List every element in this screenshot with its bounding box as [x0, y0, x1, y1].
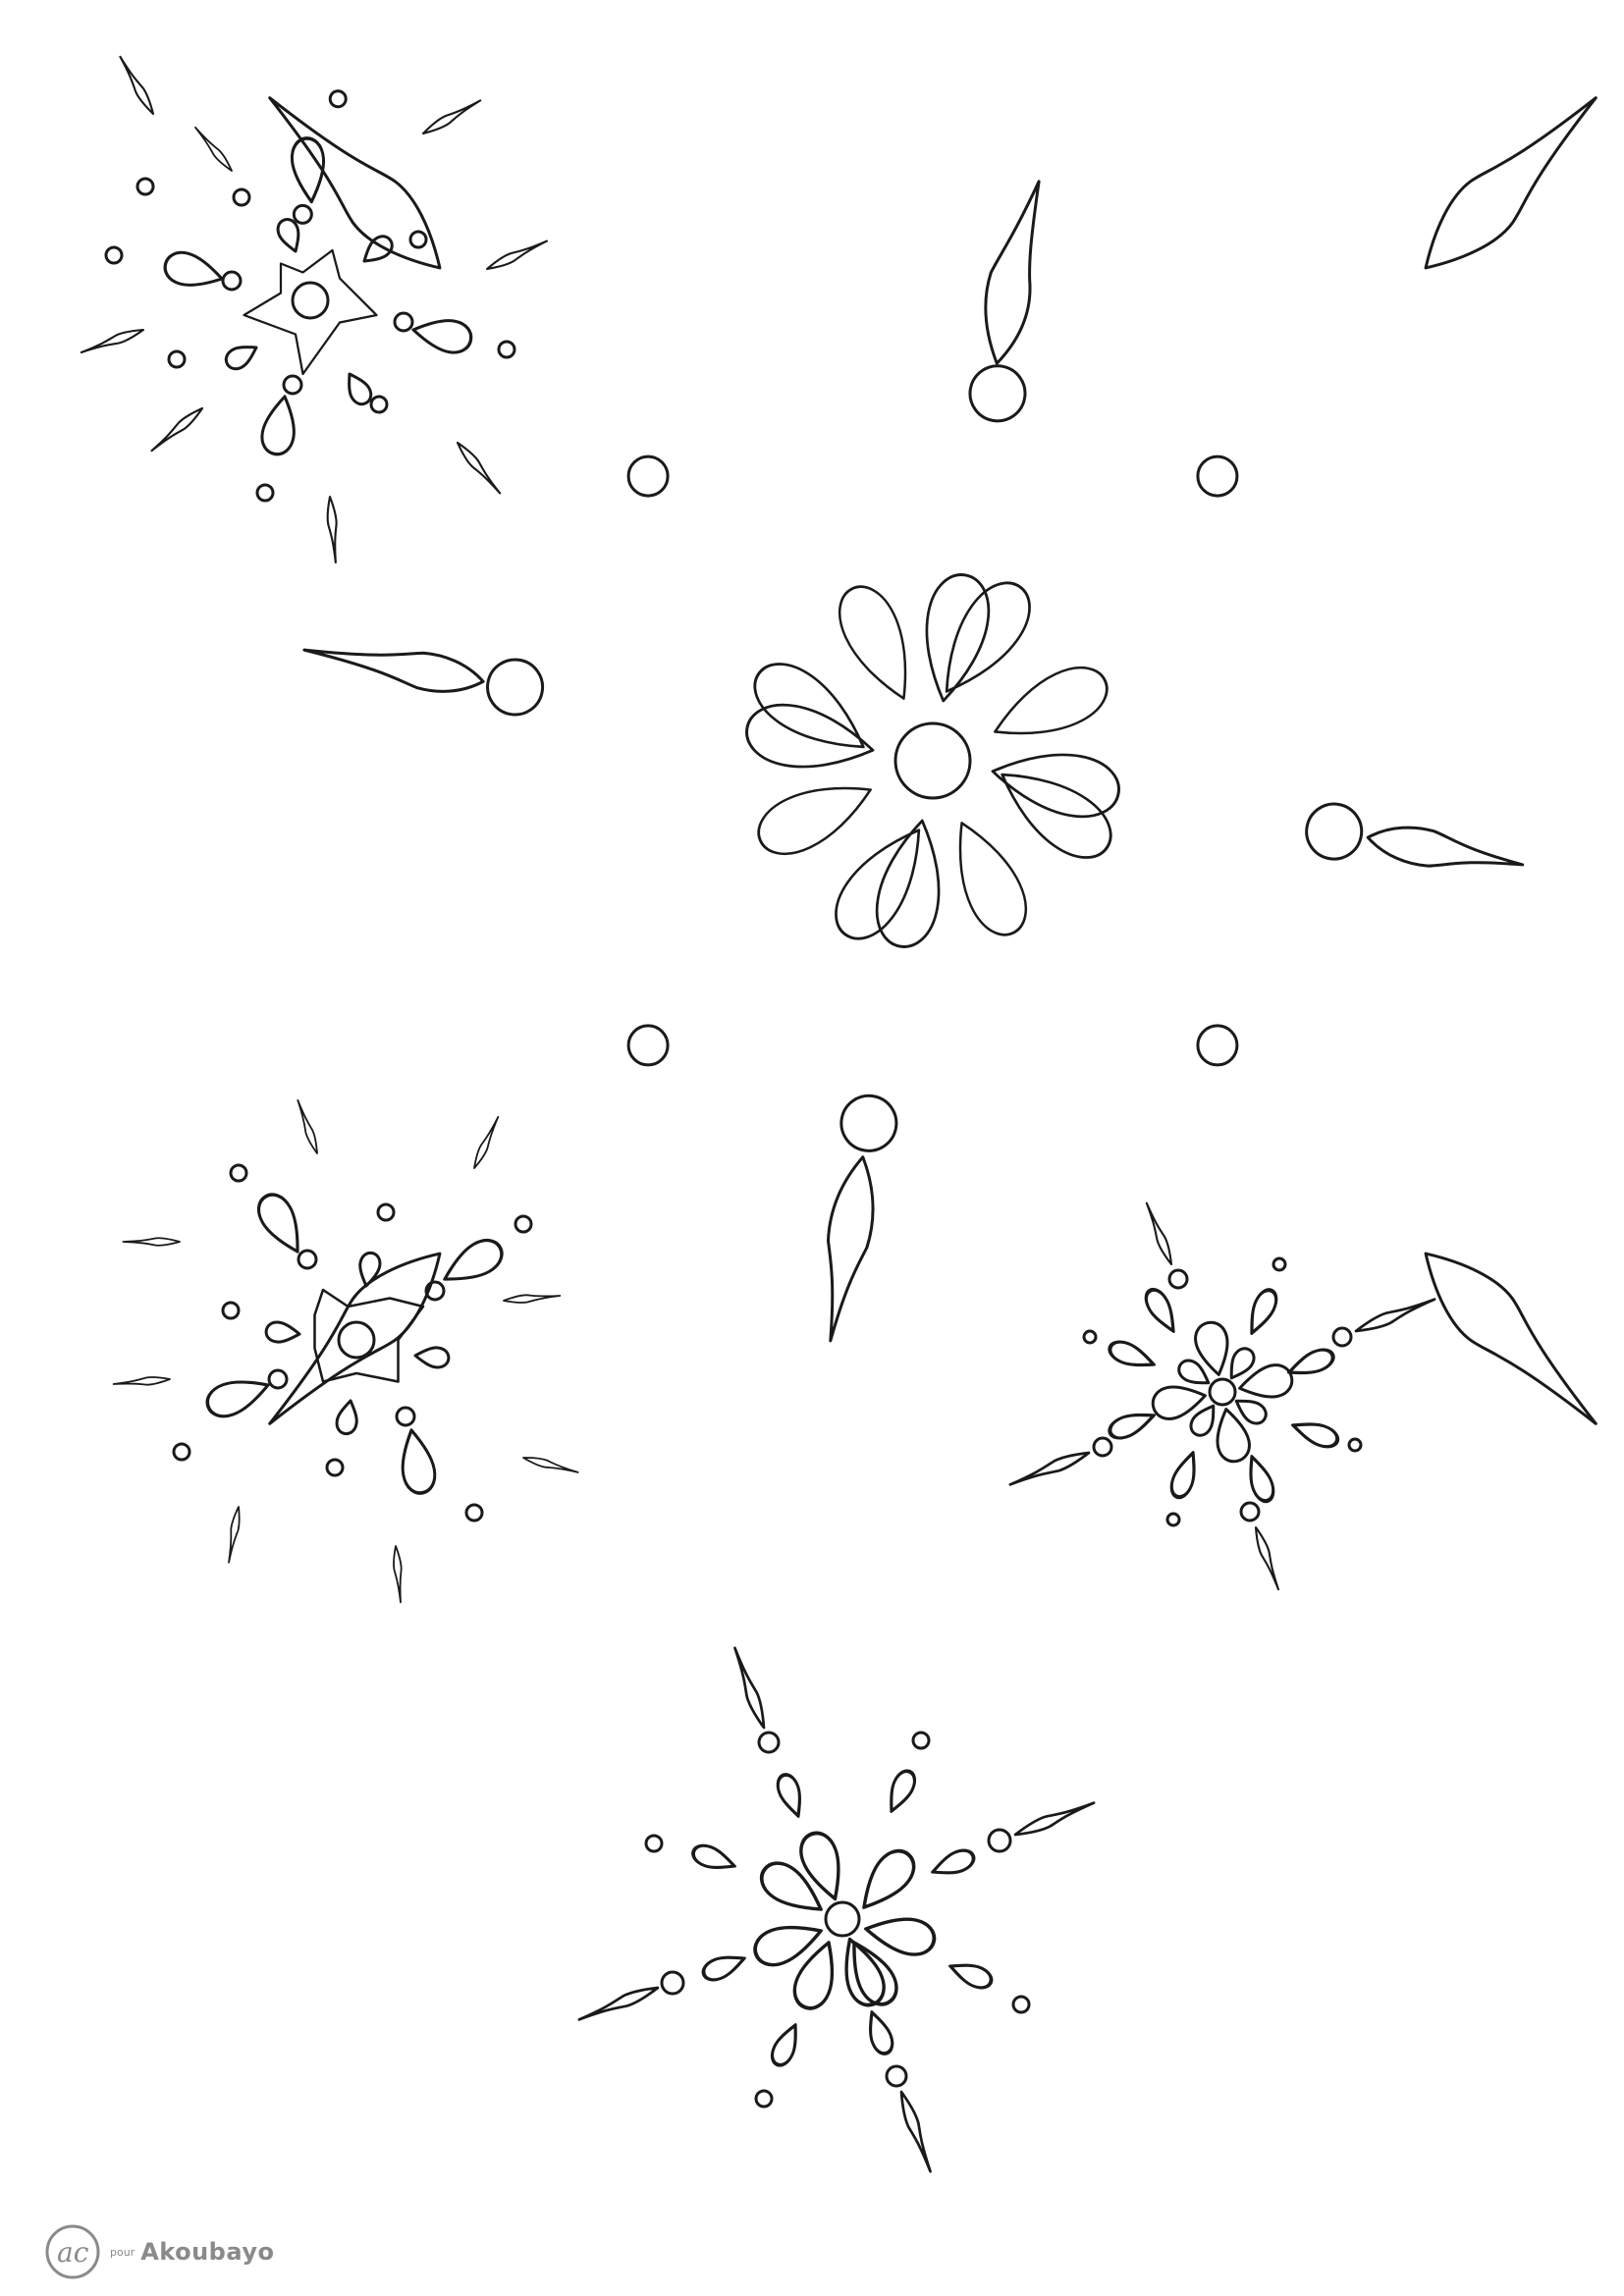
logo-icon: ac: [45, 2224, 100, 2279]
snowflake-bottom: [575, 1644, 1098, 2175]
snowflake-top-left: [79, 53, 550, 564]
snowflake-mid-right: [1006, 1201, 1438, 1592]
snowflake-large: [268, 96, 1597, 1425]
svg-text:ac: ac: [57, 2236, 89, 2269]
snowflake-mid-left: [112, 1097, 580, 1604]
brand-name: Akoubayo: [140, 2238, 275, 2266]
footer-credit: ac pour Akoubayo: [43, 2220, 274, 2283]
credit-prefix: pour: [110, 2245, 135, 2259]
